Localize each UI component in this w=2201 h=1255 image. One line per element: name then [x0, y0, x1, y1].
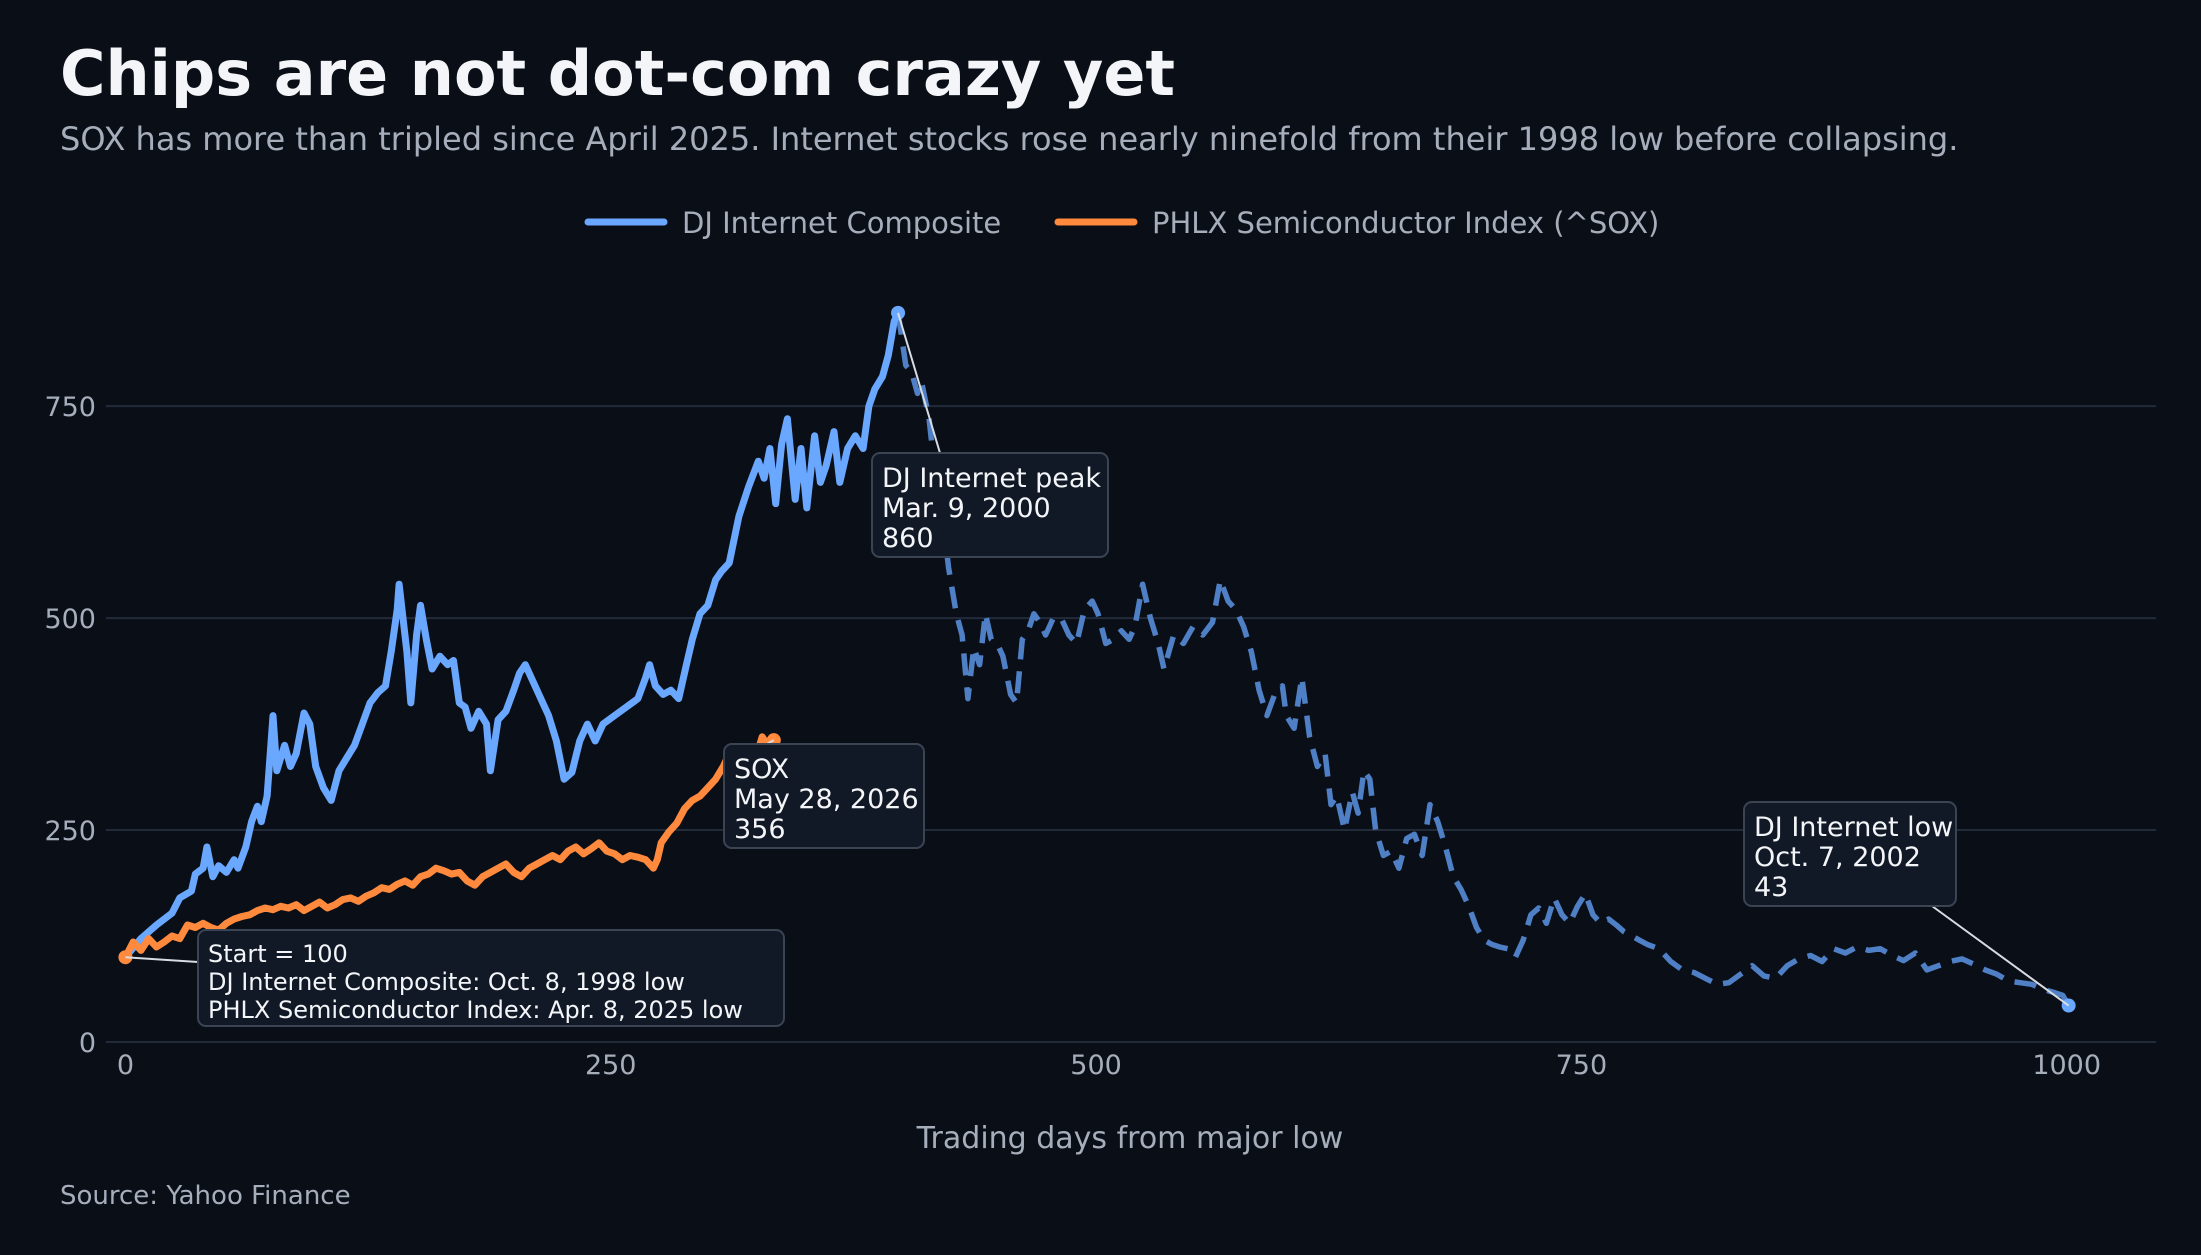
x-tick-label-250: 250	[585, 1050, 637, 1081]
series-line-dj-after-peak	[895, 312, 2071, 1007]
series-line-sox	[122, 733, 777, 959]
y-axis-ticks: 0 250 500 750	[44, 392, 96, 1059]
annotation-text-sox-last-2: 356	[734, 814, 786, 845]
chart-subtitle: SOX has more than tripled since April 20…	[60, 120, 1958, 158]
x-tick-label-750: 750	[1556, 1050, 1608, 1081]
x-axis-label: Trading days from major low	[916, 1121, 1344, 1156]
legend-label-dj: DJ Internet Composite	[682, 206, 1001, 240]
annotation-text-start-1: DJ Internet Composite: Oct. 8, 1998 low	[208, 968, 685, 996]
y-tick-label-750: 750	[44, 392, 96, 423]
x-tick-label-0: 0	[117, 1050, 134, 1081]
y-tick-label-250: 250	[44, 816, 96, 847]
chart-title: Chips are not dot-com crazy yet	[60, 37, 1175, 110]
annotation-text-dj-peak-2: 860	[882, 523, 934, 554]
source-note: Source: Yahoo Finance	[60, 1181, 351, 1211]
annotation-text-start-2: PHLX Semiconductor Index: Apr. 8, 2025 l…	[208, 996, 743, 1024]
legend-label-sox: PHLX Semiconductor Index (^SOX)	[1152, 206, 1659, 240]
series-line-dj-to-peak	[122, 311, 902, 960]
annotation-text-dj-peak-0: DJ Internet peak	[882, 463, 1101, 494]
annotation-box-start	[197, 929, 785, 1027]
annotation-text-dj-low-1: Oct. 7, 2002	[1754, 842, 1921, 873]
annotation-text-start-0: Start = 100	[208, 940, 348, 968]
annotation-text-dj-low-0: DJ Internet low	[1754, 812, 1953, 843]
annotation-box-sox-last	[723, 743, 925, 849]
annotation-text-dj-peak-1: Mar. 9, 2000	[882, 493, 1051, 524]
annotation-leader-dj-low	[1931, 905, 2070, 1007]
annotation-leader-dj-peak	[897, 312, 941, 454]
marker-start	[118, 950, 133, 965]
annotation-leader-start	[125, 956, 199, 963]
y-tick-label-0: 0	[79, 1028, 96, 1059]
annotation-box-dj-low	[1743, 801, 1957, 907]
x-axis-ticks: 0 250 500 750 1000	[117, 1050, 2101, 1081]
legend: DJ Internet Composite PHLX Semiconductor…	[584, 206, 1659, 240]
x-tick-label-500: 500	[1070, 1050, 1122, 1081]
annotation-text-sox-last-0: SOX	[734, 754, 789, 785]
annotation-text-dj-low-2: 43	[1754, 872, 1788, 903]
y-tick-label-500: 500	[44, 604, 96, 635]
annotation-box-dj-peak	[871, 452, 1109, 558]
annotation-text-sox-last-1: May 28, 2026	[734, 784, 919, 815]
x-tick-label-1000: 1000	[2032, 1050, 2101, 1081]
